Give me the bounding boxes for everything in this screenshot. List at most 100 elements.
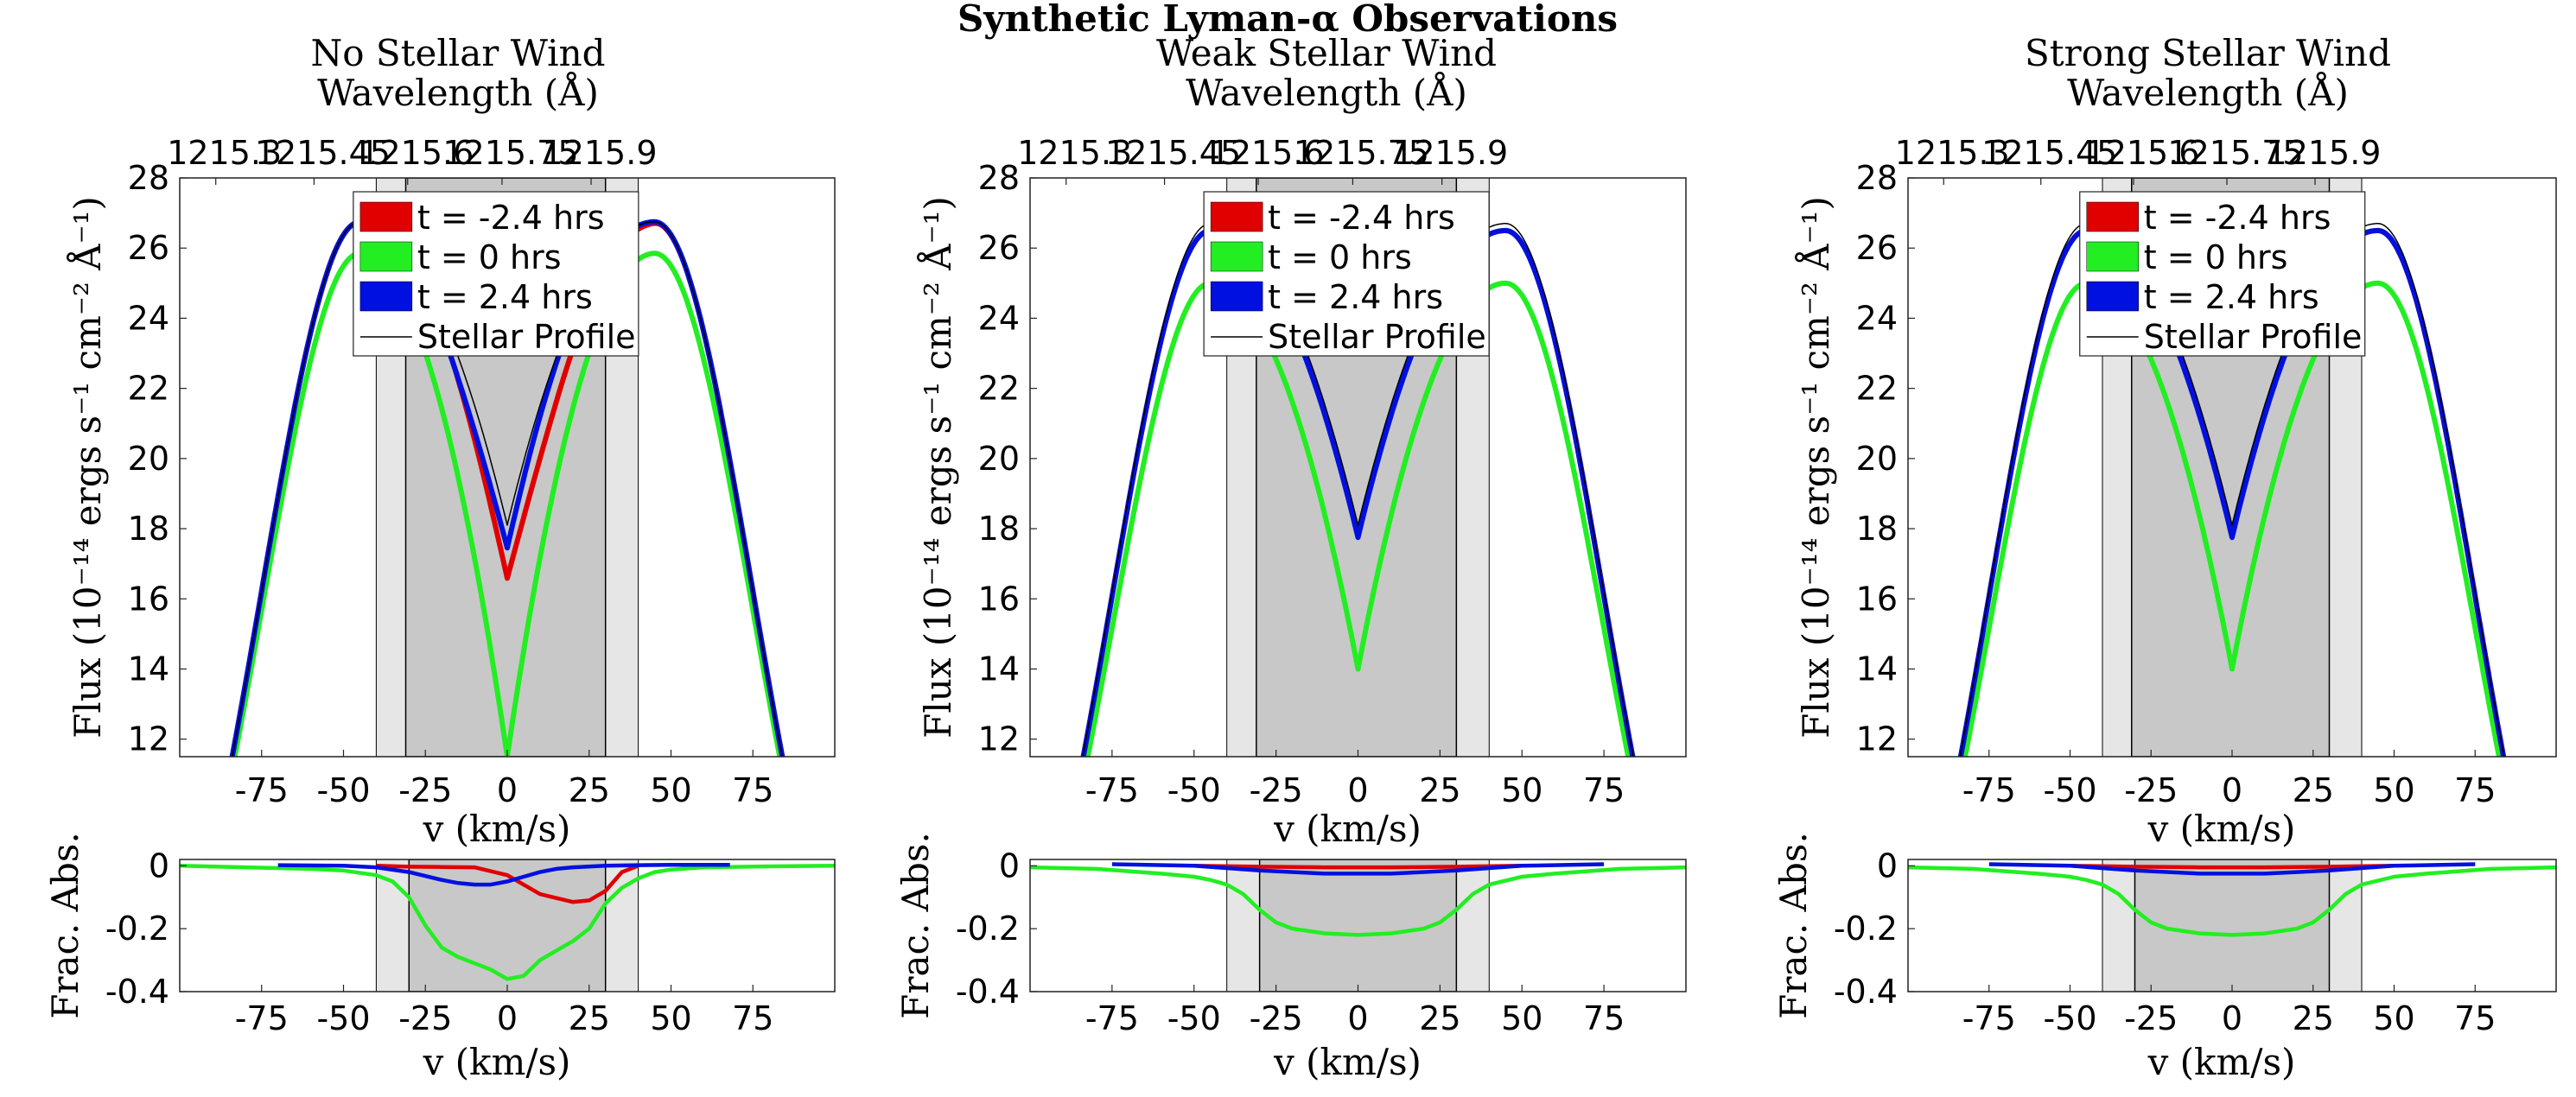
top-axis-label: Wavelength (Å) [1186, 71, 1467, 114]
y-tick-label: 12 [978, 720, 1020, 758]
x-tick-label: 50 [2373, 771, 2414, 809]
x-axis-label: v (km/s) [1273, 808, 1422, 850]
stellar-profile-line [1959, 223, 2505, 757]
x-tick-label: 0 [2222, 771, 2242, 809]
y-tick-label: 24 [978, 299, 1020, 337]
top-tick-label: 1215.6 [1210, 134, 1325, 172]
legend-swatch [359, 241, 413, 272]
frac-panel: -75 -50 -25 0 25 50 75 0 -0.2 -0.4 v (km/s) Frac. A… [44, 832, 836, 1083]
flux-panel: -75 -50 -25 0 25 50 75 12 14 16 18 20 22 24 26 281215.3… [916, 32, 1687, 850]
x-tick-label: 50 [1501, 771, 1542, 809]
legend-entry-label: Stellar Profile [2144, 318, 2363, 356]
top-tick-label: 1215.3 [167, 134, 282, 172]
y-tick-label: 0 [999, 847, 1020, 885]
figure-suptitle: Synthetic Lyman-α Observations [957, 0, 1618, 40]
frac-panel: -75 -50 -25 0 25 50 75 0 -0.2 -0.4 v (km/s) Frac. A… [894, 832, 1687, 1083]
x-tick-label: -50 [316, 771, 370, 809]
y-tick-label: 26 [978, 229, 1020, 267]
top-tick-label: 1215.9 [1393, 134, 1508, 172]
legend-entry-label: Stellar Profile [1268, 318, 1486, 356]
frac-plot-area [1908, 859, 2556, 992]
y-tick-label: 16 [1856, 580, 1898, 618]
x-tick-label: 50 [2373, 999, 2414, 1037]
flux-panel: -75 -50 -25 0 25 50 75 12 14 16 18 20 22 24 26 281215.3… [66, 32, 836, 850]
x-tick-label: 25 [569, 999, 610, 1037]
y-tick-label: 0 [1877, 847, 1898, 885]
frac-series-line [1988, 862, 2476, 876]
frac-panel: -75 -50 -25 0 25 50 75 0 -0.2 -0.4 v (km/s) Frac. A… [1772, 832, 2557, 1083]
legend-swatch [359, 281, 413, 312]
y-axis-label: Frac. Abs. [894, 832, 937, 1019]
top-axis-label: Wavelength (Å) [2067, 71, 2349, 114]
x-axis-label: v (km/s) [1273, 1041, 1422, 1083]
y-tick-label: 14 [978, 650, 1020, 688]
y-tick-label: -0.2 [105, 910, 169, 948]
x-tick-label: -75 [235, 771, 289, 809]
top-tick-label: 1215.6 [2085, 134, 2200, 172]
x-tick-label: -25 [1250, 999, 1303, 1037]
y-tick-label: 24 [1856, 299, 1898, 337]
x-axis-label: v (km/s) [2147, 808, 2296, 850]
legend-entry-label: t = 2.4 hrs [2144, 278, 2319, 316]
top-tick-label: 1215.75 [2167, 134, 2303, 172]
x-tick-label: -75 [1962, 999, 2016, 1037]
x-axis-label: v (km/s) [2147, 1041, 2296, 1083]
x-axis-label: v (km/s) [423, 808, 571, 850]
x-tick-label: 25 [2293, 999, 2334, 1037]
y-tick-label: 26 [128, 229, 169, 267]
x-tick-label: -75 [235, 999, 289, 1037]
x-tick-label: -25 [1250, 771, 1303, 809]
x-tick-label: -50 [2043, 771, 2096, 809]
legend-entry-label: t = -2.4 hrs [417, 199, 605, 237]
y-tick-label: 22 [978, 370, 1020, 408]
top-tick-label: 1215.45 [1105, 134, 1241, 172]
frac-plot-area [1030, 859, 1686, 992]
x-tick-label: 50 [650, 771, 691, 809]
frac-series-line [1193, 864, 1523, 870]
x-tick-label: -50 [316, 999, 370, 1037]
top-tick-label: 1215.3 [1895, 134, 2010, 172]
x-tick-label: 75 [732, 999, 773, 1037]
x-tick-label: 75 [2454, 771, 2496, 809]
y-tick-label: 16 [978, 580, 1020, 618]
x-tick-label: -75 [1085, 771, 1139, 809]
y-tick-label: 20 [128, 440, 169, 478]
top-tick-label: 1215.3 [1017, 134, 1132, 172]
frac-series-line [2070, 864, 2395, 870]
top-tick-label: 1215.9 [543, 134, 658, 172]
y-tick-label: 28 [978, 159, 1020, 197]
x-tick-label: -75 [1085, 999, 1139, 1037]
y-axis-label: Flux (10⁻¹⁴ ergs s⁻¹ cm⁻² Å⁻¹) [66, 196, 109, 739]
y-tick-label: -0.2 [1834, 910, 1898, 948]
x-tick-label: 0 [2222, 999, 2242, 1037]
x-tick-label: -25 [2124, 999, 2178, 1037]
legend-entry-label: Stellar Profile [417, 318, 636, 356]
x-tick-label: -50 [1167, 999, 1221, 1037]
x-tick-label: 0 [1347, 999, 1368, 1037]
legend-entry-label: t = 0 hrs [2144, 238, 2288, 276]
y-tick-label: 12 [1856, 720, 1898, 758]
y-tick-label: 28 [128, 159, 169, 197]
x-tick-label: 25 [1419, 771, 1460, 809]
x-tick-label: 50 [1501, 999, 1542, 1037]
x-tick-label: -25 [2124, 771, 2178, 809]
y-tick-label: -0.4 [956, 973, 1020, 1011]
y-tick-label: -0.2 [956, 910, 1020, 948]
y-axis-label: Frac. Abs. [1772, 832, 1815, 1019]
legend-entry-label: t = 0 hrs [417, 238, 562, 276]
frac-series-line [1111, 862, 1605, 876]
y-tick-label: 0 [149, 847, 169, 885]
x-tick-label: 0 [497, 999, 518, 1037]
x-tick-label: 75 [1583, 999, 1625, 1037]
y-tick-label: 12 [128, 720, 169, 758]
top-axis-label: Wavelength (Å) [317, 71, 599, 114]
legend-entry-label: t = 2.4 hrs [417, 278, 593, 316]
frac-series-line [180, 864, 835, 981]
x-tick-label: 0 [497, 771, 518, 809]
y-tick-label: -0.4 [105, 973, 169, 1011]
series-line [1084, 280, 1631, 757]
legend-entry-label: t = -2.4 hrs [1268, 199, 1455, 237]
x-tick-label: 75 [1583, 771, 1625, 809]
